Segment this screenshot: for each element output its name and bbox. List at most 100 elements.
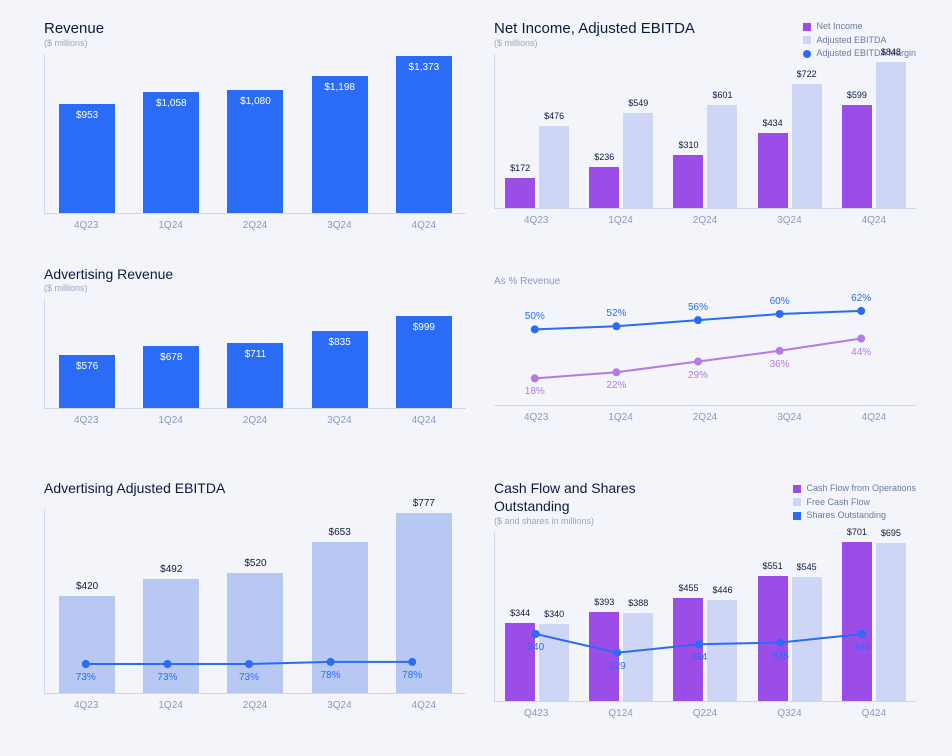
xaxis-label: 4Q24	[832, 412, 916, 423]
xaxis-label: 1Q24	[578, 412, 662, 423]
netincome-chart: $172$476$236$549$310$601$434$722$599$848	[494, 54, 916, 209]
legend-label: Adjusted EBITDA	[816, 34, 886, 48]
bar: $172	[505, 178, 535, 208]
bar: $545	[792, 577, 822, 701]
line-point-label: 73%	[239, 672, 259, 683]
bar: $835	[312, 331, 368, 408]
bar-label: $848	[831, 47, 951, 57]
xaxis-label: 1Q24	[128, 220, 212, 231]
legend-item: Cash Flow from Operations	[793, 482, 916, 496]
xaxis-label: Q424	[832, 708, 916, 719]
bar-label: $777	[364, 498, 484, 509]
xaxis-label: Q324	[747, 708, 831, 719]
xaxis-label: 2Q24	[663, 412, 747, 423]
bar: $340	[539, 624, 569, 701]
bar: $1,058	[143, 92, 199, 213]
bar: $711	[227, 343, 283, 408]
adrevenue-panel: Advertising Revenue ($ millions) $576$67…	[44, 258, 466, 458]
line-point-label: 78%	[402, 670, 422, 681]
xaxis-label: 2Q24	[213, 415, 297, 426]
xaxis-label: 4Q23	[494, 215, 578, 226]
xaxis-label: 2Q24	[663, 215, 747, 226]
xaxis-label: 4Q24	[832, 215, 916, 226]
margin-chart: 50%52%56%60%62%18%22%29%36%44%	[494, 291, 916, 406]
adrevenue-chart: $576 $678 $711 $835 $999	[44, 299, 466, 409]
bar: $701	[842, 542, 872, 701]
line-point-label: 56%	[688, 302, 708, 313]
bar-label: $1,373	[364, 62, 484, 73]
line-point-label: 18%	[525, 386, 545, 397]
line-point-label: 335	[772, 651, 789, 662]
line-point-label: 52%	[606, 308, 626, 319]
xaxis-label: 4Q23	[494, 412, 578, 423]
line-point-label: 340	[527, 642, 544, 653]
bar: $310	[673, 155, 703, 208]
adrevenue-title: Advertising Revenue	[44, 266, 466, 282]
line-point-label: 73%	[76, 672, 96, 683]
cashflow-legend: Cash Flow from OperationsFree Cash FlowS…	[793, 482, 916, 523]
xaxis-label: 4Q23	[44, 415, 128, 426]
cashflow-xaxis: Q423Q124Q224Q324Q424	[494, 702, 916, 719]
bar: $999	[396, 316, 452, 408]
netincome-panel: Net Income, Adjusted EBITDA ($ millions)…	[494, 20, 916, 240]
adebitda-panel: Advertising Adjusted EBITDA $420$492$520…	[44, 476, 466, 736]
cashflow-title-text: Cash Flow and Shares Outstanding	[494, 480, 636, 514]
cashflow-chart: $344$340$393$388$455$446$551$545$701$695…	[494, 532, 916, 702]
xaxis-label: Q224	[663, 708, 747, 719]
xaxis-label: 2Q24	[213, 220, 297, 231]
xaxis-label: 4Q23	[44, 220, 128, 231]
legend-label: Free Cash Flow	[806, 496, 870, 510]
margin-panel: As % Revenue 50%52%56%60%62%18%22%29%36%…	[494, 258, 916, 458]
xaxis-label: 3Q24	[747, 215, 831, 226]
bar: $446	[707, 600, 737, 701]
adrevenue-xaxis: 4Q231Q242Q243Q244Q24	[44, 409, 466, 426]
bar: $434	[758, 133, 788, 208]
revenue-chart: $953$1,058$1,080$1,198$1,373	[44, 54, 466, 214]
revenue-panel: Revenue ($ millions) $953$1,058$1,080$1,…	[44, 20, 466, 240]
margin-xaxis: 4Q231Q242Q243Q244Q24	[494, 406, 916, 423]
bar: $777	[396, 513, 452, 693]
bar: $476	[539, 126, 569, 208]
line-point-label: 334	[691, 652, 708, 663]
legend-swatch	[793, 485, 801, 493]
xaxis-label: Q423	[494, 708, 578, 719]
xaxis-label: 1Q24	[128, 415, 212, 426]
legend-label: Shares Outstanding	[806, 509, 886, 523]
bar: $695	[876, 543, 906, 701]
legend-swatch	[803, 36, 811, 44]
revenue-title: Revenue	[44, 20, 466, 37]
legend-swatch	[793, 512, 801, 520]
bar: $1,080	[227, 90, 283, 213]
bar: $455	[673, 598, 703, 701]
line-point-label: 329	[609, 661, 626, 672]
bar: $953	[59, 104, 115, 213]
bar: $344	[505, 623, 535, 701]
adebitda-xaxis: 4Q231Q242Q243Q244Q24	[44, 694, 466, 711]
xaxis-label: 4Q23	[44, 700, 128, 711]
adebitda-chart: $420$492$520$653$77773%73%73%78%78%	[44, 509, 466, 694]
revenue-xaxis: 4Q231Q242Q243Q244Q24	[44, 214, 466, 231]
legend-label: Net Income	[816, 20, 862, 34]
legend-item: Shares Outstanding	[793, 509, 916, 523]
bar: $1,373	[396, 56, 452, 213]
xaxis-label: 4Q24	[382, 415, 466, 426]
margin-title: As % Revenue	[494, 276, 916, 287]
adebitda-title: Advertising Adjusted EBITDA	[44, 480, 466, 496]
netincome-xaxis: 4Q231Q242Q243Q244Q24	[494, 209, 916, 226]
cashflow-title: Cash Flow and Shares Outstanding	[494, 480, 694, 515]
cashflow-panel: Cash Flow and Shares Outstanding ($ and …	[494, 476, 916, 736]
line-point-label: 50%	[525, 311, 545, 322]
legend-item: Net Income	[803, 20, 916, 34]
bar: $551	[758, 576, 788, 701]
xaxis-label: 4Q24	[382, 220, 466, 231]
line-point-label: 62%	[851, 293, 871, 304]
line-point-label: 78%	[321, 670, 341, 681]
bar: $549	[623, 113, 653, 208]
bar: $678	[143, 346, 199, 408]
xaxis-label: 3Q24	[297, 220, 381, 231]
bar: $576	[59, 355, 115, 408]
line-point-label: 29%	[688, 370, 708, 381]
xaxis-label: 1Q24	[578, 215, 662, 226]
bar-label: $695	[831, 528, 951, 538]
bar-label: $999	[364, 322, 484, 333]
